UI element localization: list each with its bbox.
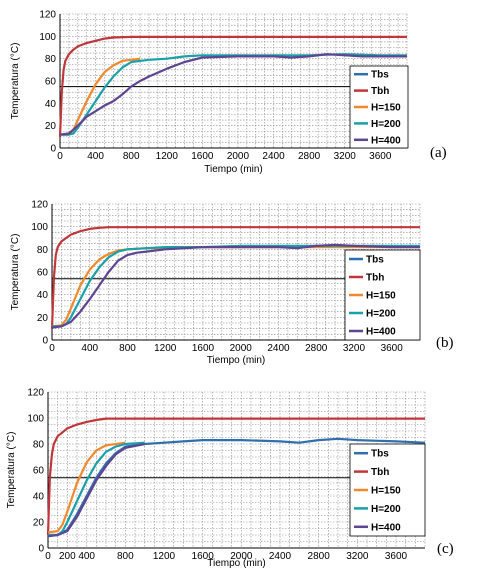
series-line-h-150 [47, 441, 126, 534]
x-tick-label: 2400 [262, 151, 285, 162]
y-tick-label: 20 [37, 313, 49, 324]
y-tick-label: 80 [33, 440, 45, 451]
x-tick-label: 400 [81, 343, 98, 354]
x-tick-label: 0 [45, 551, 51, 562]
legend: Tbs Tbh H=150 H=200 H=400 [349, 65, 409, 149]
x-axis-label: Tiempo (min) [204, 164, 263, 175]
y-tick-label: 120 [31, 200, 48, 211]
legend-entry: H=150 [371, 486, 401, 497]
x-tick-label: 3600 [385, 551, 408, 562]
legend-entry: H=150 [371, 103, 401, 114]
y-tick-label: 120 [27, 388, 44, 399]
x-tick-label: 2800 [298, 151, 321, 162]
legend-entry: H=400 [371, 135, 401, 146]
x-tick-label: 400 [87, 151, 104, 162]
x-tick-label: 3600 [369, 151, 392, 162]
x-tick-label: 2800 [305, 343, 328, 354]
x-tick-label: 2800 [308, 551, 331, 562]
x-tick-label: 0 [57, 151, 63, 162]
legend-entry: H=150 [366, 291, 396, 302]
x-tick-label: 1200 [156, 151, 179, 162]
y-tick-label: 120 [39, 10, 56, 21]
x-tick-label: 2400 [267, 343, 290, 354]
y-tick-label: 20 [33, 518, 45, 529]
y-tick-label: 40 [37, 290, 49, 301]
y-tick-label: 100 [39, 32, 56, 43]
legend: Tbs Tbh H=150 H=200 H=400 [344, 249, 421, 341]
legend-entry: Tbs [371, 449, 389, 460]
y-tick-label: 60 [37, 268, 49, 279]
x-tick-label: 3200 [346, 551, 369, 562]
x-tick-label: 800 [119, 343, 136, 354]
legend-entry: Tbh [371, 86, 389, 97]
legend-entry: Tbs [366, 255, 384, 266]
legend-entry: H=200 [366, 309, 396, 320]
x-tick-label: 400 [78, 551, 95, 562]
legend-entry: H=200 [371, 119, 401, 130]
x-tick-label: 1200 [154, 343, 177, 354]
panel-label: (b) [436, 335, 454, 351]
x-tick-label: 2000 [230, 343, 253, 354]
y-axis-label: Temperatura (°C) [10, 43, 21, 120]
y-tick-label: 40 [33, 492, 45, 503]
legend-entry: Tbh [371, 467, 389, 478]
x-tick-label: 200 [59, 551, 76, 562]
series-line-tbh [46, 417, 425, 536]
y-tick-label: 100 [31, 222, 48, 233]
y-tick-label: 60 [33, 466, 45, 477]
y-tick-label: 60 [45, 77, 57, 88]
y-tick-label: 0 [38, 544, 44, 555]
y-tick-label: 20 [45, 121, 57, 132]
x-tick-label: 2000 [227, 151, 250, 162]
series-line-h-400 [59, 53, 407, 136]
legend-entry: Tbh [366, 273, 384, 284]
x-tick-label: 3200 [343, 343, 366, 354]
series-line-h-400 [51, 243, 420, 329]
y-tick-label: 100 [27, 414, 44, 425]
x-tick-label: 1600 [192, 343, 215, 354]
x-tick-label: 2000 [230, 551, 253, 562]
legend: Tbs Tbh H=150 H=200 H=400 [349, 443, 426, 537]
x-tick-label: 800 [123, 151, 140, 162]
panel-label: (c) [437, 541, 454, 557]
x-tick-label: 3600 [381, 343, 404, 354]
x-tick-label: 1200 [153, 551, 176, 562]
series-line-tbh [58, 35, 407, 137]
legend-entry: H=400 [371, 522, 401, 533]
x-tick-label: 1600 [192, 551, 215, 562]
x-axis-label: Tiempo (min) [207, 355, 266, 366]
y-tick-label: 40 [45, 99, 57, 110]
y-tick-label: 80 [37, 245, 49, 256]
legend-entry: Tbs [371, 70, 389, 81]
series-line-tbs [48, 437, 426, 537]
y-tick-label: 0 [42, 336, 48, 347]
series-line-tbh [50, 226, 420, 329]
x-tick-label: 3200 [334, 151, 357, 162]
x-tick-label: 0 [49, 343, 55, 354]
y-axis-label: Temperatura (°C) [10, 234, 21, 311]
x-tick-label: 1600 [191, 151, 214, 162]
legend-entry: H=200 [371, 504, 401, 515]
legend-entry: H=400 [366, 327, 396, 338]
y-tick-label: 80 [45, 54, 57, 65]
x-axis-label: Tiempo (min) [207, 558, 266, 569]
x-tick-label: 2400 [269, 551, 292, 562]
y-axis-label: Temperatura (°C) [6, 432, 17, 509]
series-line-h-200 [48, 441, 145, 537]
y-tick-label: 0 [50, 144, 56, 155]
series-line-h-400 [47, 442, 145, 538]
panel-label: (a) [430, 145, 447, 161]
x-tick-label: 800 [117, 551, 134, 562]
